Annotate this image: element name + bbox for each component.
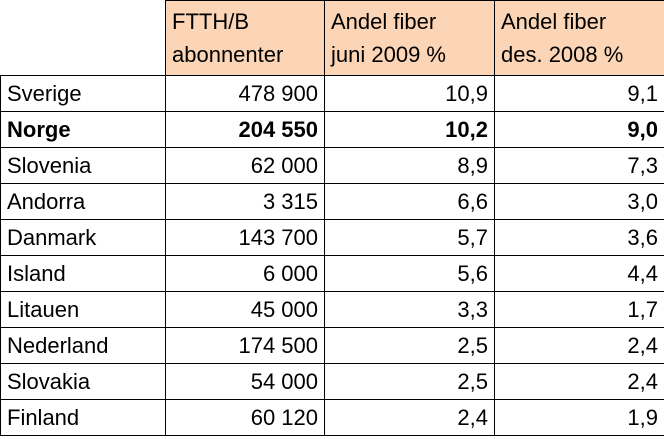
table-row: Nederland 174 500 2,5 2,4: [0, 327, 664, 364]
share-jun-2009-cell: 6,6: [324, 183, 495, 220]
share-dec-2008-cell: 7,3: [494, 147, 664, 184]
country-cell: Island: [0, 255, 166, 292]
table-row: Andorra 3 315 6,6 3,0: [0, 183, 664, 220]
share-jun-2009-cell: 10,2: [324, 111, 495, 148]
country-cell: Slovakia: [0, 363, 166, 400]
subscribers-cell: 45 000: [165, 291, 325, 328]
share-dec-2008-cell: 9,0: [494, 111, 664, 148]
country-cell: Finland: [0, 399, 166, 436]
header-share-jun-2009-line-1: Andel fiber: [331, 9, 437, 34]
header-share-jun-2009-line-2: juni 2009 %: [331, 42, 446, 67]
subscribers-cell: 143 700: [165, 219, 325, 256]
header-subscribers-line-1: FTTH/B: [172, 9, 249, 34]
share-jun-2009-cell: 5,7: [324, 219, 495, 256]
share-jun-2009-cell: 10,9: [324, 75, 495, 112]
country-cell: Slovenia: [0, 147, 166, 184]
header-share-dec-2008: Andel fiber des. 2008 %: [494, 0, 664, 76]
subscribers-cell: 62 000: [165, 147, 325, 184]
country-cell: Andorra: [0, 183, 166, 220]
table-row: Norge 204 550 10,2 9,0: [0, 111, 664, 148]
header-share-dec-2008-line-2: des. 2008 %: [501, 42, 624, 67]
country-cell: Norge: [0, 111, 166, 148]
table-row: Slovenia 62 000 8,9 7,3: [0, 147, 664, 184]
share-jun-2009-cell: 2,5: [324, 363, 495, 400]
share-dec-2008-cell: 1,7: [494, 291, 664, 328]
header-subscribers: FTTH/B abonnenter: [165, 0, 325, 76]
share-dec-2008-cell: 3,0: [494, 183, 664, 220]
subscribers-cell: 60 120: [165, 399, 325, 436]
share-jun-2009-cell: 2,5: [324, 327, 495, 364]
subscribers-cell: 6 000: [165, 255, 325, 292]
table-row: Island 6 000 5,6 4,4: [0, 255, 664, 292]
share-dec-2008-cell: 9,1: [494, 75, 664, 112]
header-row: FTTH/B abonnenter Andel fiber juni 2009 …: [0, 0, 664, 76]
share-jun-2009-cell: 2,4: [324, 399, 495, 436]
share-dec-2008-cell: 1,9: [494, 399, 664, 436]
share-dec-2008-cell: 2,4: [494, 363, 664, 400]
share-dec-2008-cell: 2,4: [494, 327, 664, 364]
table-row: Danmark 143 700 5,7 3,6: [0, 219, 664, 256]
subscribers-cell: 3 315: [165, 183, 325, 220]
header-subscribers-line-2: abonnenter: [172, 42, 284, 67]
country-cell: Danmark: [0, 219, 166, 256]
header-share-dec-2008-line-1: Andel fiber: [501, 9, 607, 34]
table-row: Slovakia 54 000 2,5 2,4: [0, 363, 664, 400]
header-share-jun-2009: Andel fiber juni 2009 %: [324, 0, 495, 76]
share-dec-2008-cell: 3,6: [494, 219, 664, 256]
share-jun-2009-cell: 8,9: [324, 147, 495, 184]
subscribers-cell: 204 550: [165, 111, 325, 148]
country-cell: Nederland: [0, 327, 166, 364]
country-cell: Sverige: [0, 75, 166, 112]
table-row: Finland 60 120 2,4 1,9: [0, 399, 664, 436]
subscribers-cell: 174 500: [165, 327, 325, 364]
share-jun-2009-cell: 3,3: [324, 291, 495, 328]
share-dec-2008-cell: 4,4: [494, 255, 664, 292]
subscribers-cell: 478 900: [165, 75, 325, 112]
subscribers-cell: 54 000: [165, 363, 325, 400]
country-cell: Litauen: [0, 291, 166, 328]
header-corner-cell: [0, 0, 166, 76]
share-jun-2009-cell: 5,6: [324, 255, 495, 292]
table-row: Litauen 45 000 3,3 1,7: [0, 291, 664, 328]
table-row: Sverige 478 900 10,9 9,1: [0, 75, 664, 112]
